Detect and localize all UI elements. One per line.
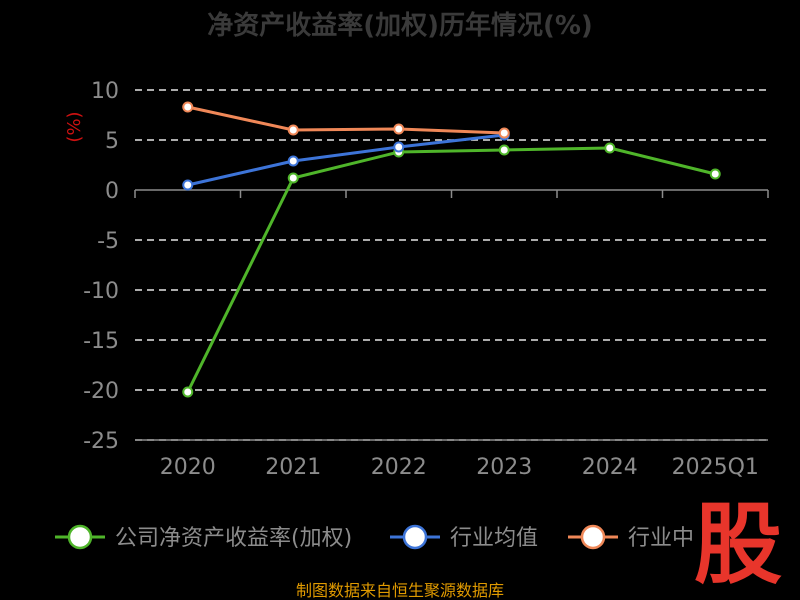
data-point bbox=[498, 144, 510, 156]
y-tick-label: -15 bbox=[83, 329, 119, 354]
x-tick-label: 2025Q1 bbox=[672, 455, 759, 480]
data-point bbox=[287, 155, 299, 167]
source-note: 制图数据来自恒生聚源数据库 bbox=[296, 581, 504, 600]
data-point bbox=[182, 179, 194, 191]
legend-label: 行业中 bbox=[628, 526, 694, 551]
y-tick-label: -10 bbox=[83, 279, 119, 304]
data-point bbox=[498, 127, 510, 139]
y-tick-label: 10 bbox=[91, 79, 119, 104]
y-tick-label: 5 bbox=[105, 129, 119, 154]
legend-swatch-marker bbox=[580, 524, 606, 550]
legend-item: 公司净资产收益率(加权) bbox=[55, 524, 352, 551]
legend-label: 公司净资产收益率(加权) bbox=[115, 526, 352, 551]
legend-item: 行业均值 bbox=[390, 524, 538, 551]
legend-swatch-marker bbox=[402, 524, 428, 550]
data-point bbox=[287, 124, 299, 136]
x-tick-label: 2022 bbox=[371, 455, 427, 480]
series-line bbox=[187, 133, 505, 187]
y-tick-label: -5 bbox=[97, 229, 119, 254]
data-point bbox=[604, 142, 616, 154]
series-group bbox=[182, 101, 510, 139]
legend-swatch-marker bbox=[67, 524, 93, 550]
series-line bbox=[187, 105, 505, 135]
axes: 10 5 0 -5 -10 -15 -20 -25 2020 2021 2022 2023 2024 20… bbox=[83, 79, 769, 480]
data-point bbox=[182, 101, 194, 113]
legend-item: 行业中 bbox=[568, 524, 694, 551]
data-point bbox=[393, 141, 405, 153]
y-tick-label: -25 bbox=[83, 429, 119, 454]
x-tick-label: 2024 bbox=[582, 455, 638, 480]
data-point bbox=[182, 386, 194, 398]
y-axis-label: (%) bbox=[64, 111, 85, 142]
x-tick-label: 2021 bbox=[265, 455, 321, 480]
brand-logo: 股 bbox=[694, 493, 782, 596]
legend: 公司净资产收益率(加权) 行业均值 行业中 bbox=[55, 524, 694, 551]
legend-label: 行业均值 bbox=[450, 526, 538, 551]
x-tick-label: 2020 bbox=[160, 455, 216, 480]
data-point bbox=[709, 168, 721, 180]
data-point bbox=[287, 172, 299, 184]
chart-title: 净资产收益率(加权)历年情况(%) bbox=[207, 10, 593, 41]
y-tick-label: -20 bbox=[83, 379, 119, 404]
y-tick-label: 0 bbox=[105, 179, 119, 204]
x-tick-label: 2023 bbox=[476, 455, 532, 480]
series-group bbox=[182, 142, 721, 398]
series-line bbox=[186, 146, 716, 393]
data-point bbox=[393, 123, 405, 135]
plot-area bbox=[182, 101, 721, 398]
